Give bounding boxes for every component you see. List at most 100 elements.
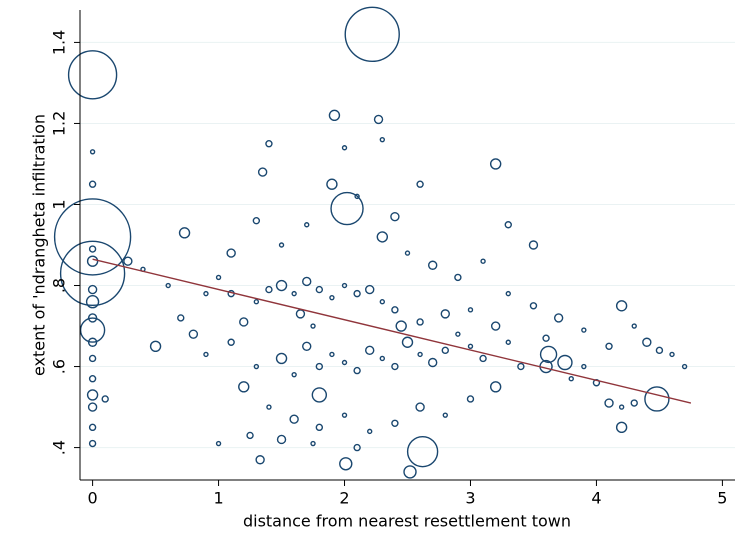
point (505, 339, 511, 345)
point (53, 198, 132, 276)
grid (80, 41, 735, 449)
point (353, 289, 361, 298)
point (391, 362, 399, 371)
point (353, 366, 361, 375)
point (87, 313, 98, 323)
point (67, 50, 118, 100)
point (295, 309, 306, 319)
point (528, 240, 539, 250)
point (605, 342, 613, 350)
point (188, 329, 199, 339)
point (177, 314, 185, 322)
point (253, 363, 260, 370)
point (489, 381, 502, 393)
point (266, 404, 272, 410)
point (59, 240, 126, 307)
point (88, 423, 97, 432)
point (416, 180, 424, 188)
point (631, 323, 637, 329)
point (302, 276, 312, 287)
point (406, 435, 439, 468)
point (391, 306, 399, 314)
fit-line (92, 258, 692, 404)
point (275, 279, 288, 292)
point (376, 231, 389, 243)
point (315, 362, 324, 371)
point (354, 193, 360, 200)
point (89, 149, 96, 155)
point (365, 284, 375, 295)
point (88, 354, 97, 363)
y-tick-label: .8 (50, 278, 69, 293)
point (341, 145, 348, 151)
x-tick-label: 3 (465, 489, 475, 508)
point (655, 346, 664, 355)
point (178, 227, 191, 239)
point (203, 351, 209, 358)
point (553, 313, 564, 323)
point (379, 136, 386, 143)
point (326, 178, 338, 190)
point (87, 284, 98, 295)
point (315, 285, 324, 294)
point (455, 331, 461, 337)
point (341, 359, 348, 366)
point (341, 282, 348, 289)
point (315, 423, 324, 432)
x-tick-label: 2 (339, 489, 349, 508)
point (480, 258, 486, 264)
point (390, 211, 400, 222)
y-tick-label: 1.2 (50, 111, 69, 136)
point (257, 167, 268, 177)
point (630, 399, 638, 407)
y-tick-label: .4 (50, 440, 69, 455)
point (542, 334, 550, 342)
point (466, 395, 475, 403)
point (467, 307, 474, 313)
point (615, 421, 628, 434)
point (581, 363, 587, 370)
point (581, 327, 587, 333)
point (669, 351, 675, 358)
point (644, 386, 670, 412)
point (265, 140, 273, 148)
point (440, 309, 450, 319)
point (123, 256, 133, 266)
point (379, 299, 386, 305)
point (79, 317, 106, 343)
y-axis-title: extent of 'ndrangheta infiltration (30, 114, 49, 376)
point (489, 158, 502, 170)
point (681, 363, 688, 370)
point (87, 402, 98, 412)
point (238, 381, 250, 393)
point (86, 255, 99, 267)
point (246, 431, 254, 440)
point (373, 114, 384, 125)
point (88, 180, 97, 188)
point (416, 318, 424, 326)
point (618, 404, 625, 410)
point (252, 216, 261, 225)
point (490, 321, 501, 331)
point (344, 6, 400, 63)
point (642, 337, 652, 347)
point (341, 412, 348, 418)
point (265, 285, 273, 294)
point (311, 387, 328, 403)
point (255, 455, 265, 465)
point (302, 341, 312, 351)
point (289, 414, 299, 424)
point (88, 439, 97, 448)
point (227, 338, 235, 346)
point (467, 343, 474, 349)
point (379, 355, 386, 362)
y-tick-label: 1 (50, 199, 69, 209)
point (395, 320, 407, 332)
point (539, 345, 558, 364)
x-tick-label: 4 (591, 489, 601, 508)
point (328, 109, 341, 122)
point (505, 290, 511, 297)
point (353, 443, 361, 452)
point (417, 351, 423, 358)
